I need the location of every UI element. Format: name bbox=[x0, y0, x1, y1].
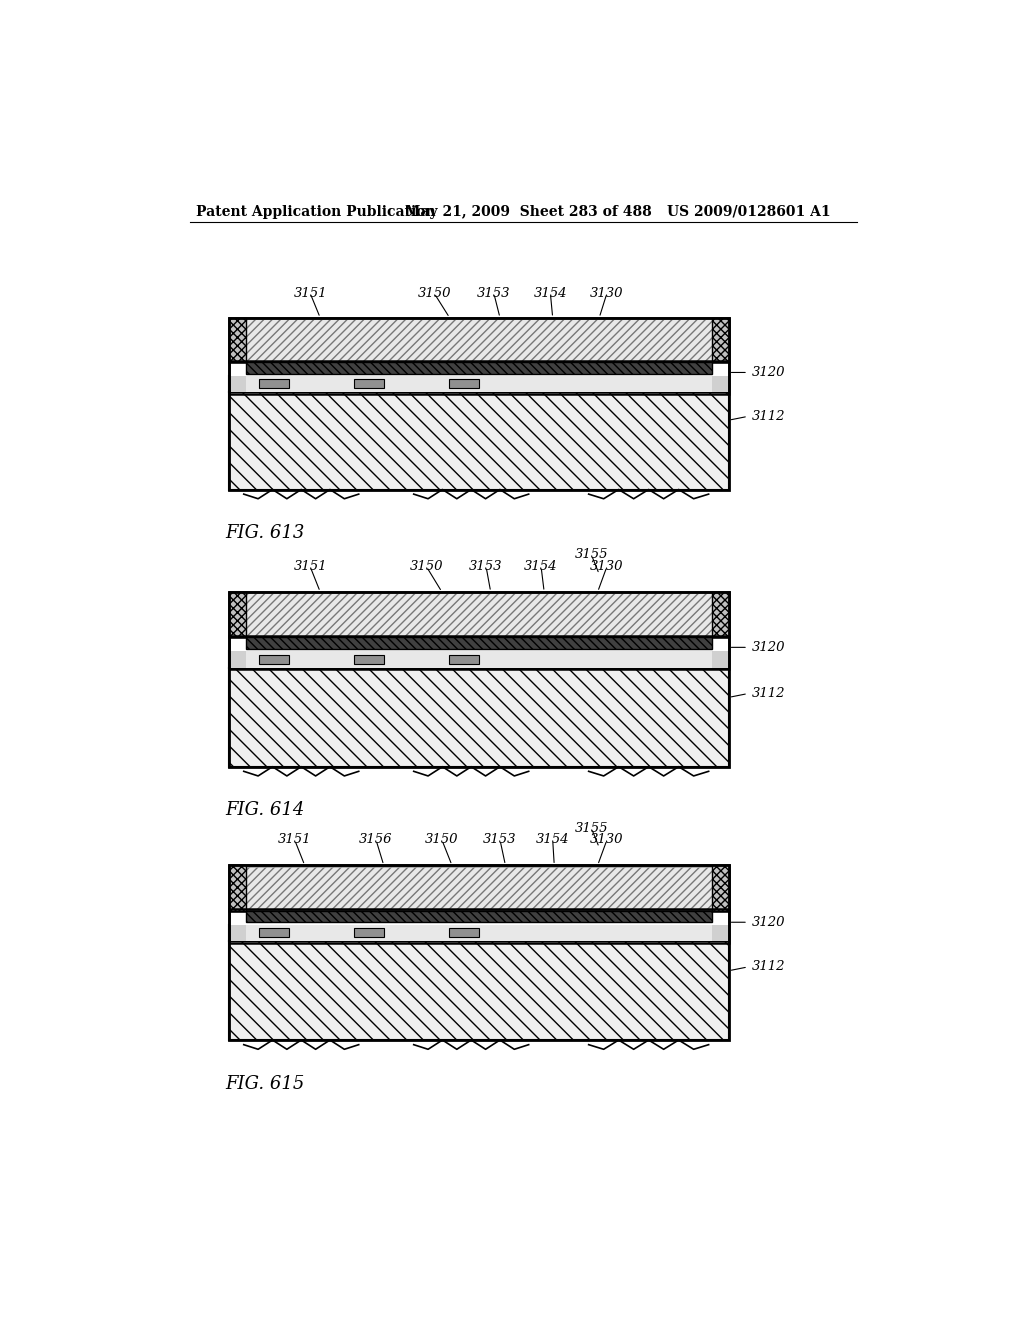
Text: 3156: 3156 bbox=[359, 833, 393, 846]
Bar bbox=[246, 638, 712, 648]
Text: FIG. 615: FIG. 615 bbox=[225, 1074, 304, 1093]
Bar bbox=[712, 866, 729, 911]
Text: 3130: 3130 bbox=[590, 286, 624, 300]
Bar bbox=[228, 651, 246, 668]
Bar bbox=[353, 379, 384, 388]
Bar bbox=[246, 319, 712, 360]
Text: 3155: 3155 bbox=[574, 548, 608, 561]
Bar bbox=[228, 651, 729, 668]
Text: 3120: 3120 bbox=[752, 916, 785, 929]
Text: 3120: 3120 bbox=[752, 366, 785, 379]
Text: 3150: 3150 bbox=[425, 833, 459, 846]
Bar bbox=[712, 376, 729, 392]
Bar bbox=[228, 591, 729, 767]
Text: 3154: 3154 bbox=[524, 560, 558, 573]
Text: 3130: 3130 bbox=[590, 833, 624, 846]
Bar bbox=[353, 655, 384, 664]
Bar bbox=[228, 591, 246, 638]
Text: 3154: 3154 bbox=[534, 286, 567, 300]
Text: 3150: 3150 bbox=[418, 286, 451, 300]
Bar bbox=[228, 376, 729, 392]
Bar bbox=[449, 379, 478, 388]
Bar bbox=[228, 909, 729, 942]
Bar bbox=[228, 318, 729, 363]
Text: FIG. 614: FIG. 614 bbox=[225, 801, 304, 820]
Bar bbox=[228, 866, 729, 911]
Bar bbox=[228, 636, 729, 669]
Bar bbox=[228, 318, 246, 363]
Text: Patent Application Publication: Patent Application Publication bbox=[197, 205, 436, 219]
Bar bbox=[246, 867, 712, 909]
Bar bbox=[712, 318, 729, 363]
Text: 3153: 3153 bbox=[483, 833, 517, 846]
Bar bbox=[712, 925, 729, 941]
Bar bbox=[246, 594, 712, 636]
Text: 3120: 3120 bbox=[752, 640, 785, 653]
Text: 3112: 3112 bbox=[752, 686, 785, 700]
Bar bbox=[259, 379, 289, 388]
Bar bbox=[449, 655, 478, 664]
Bar bbox=[228, 941, 729, 1040]
Bar bbox=[228, 376, 246, 392]
Bar bbox=[228, 925, 729, 941]
Text: May 21, 2009  Sheet 283 of 488: May 21, 2009 Sheet 283 of 488 bbox=[406, 205, 652, 219]
Bar bbox=[228, 651, 729, 668]
Bar bbox=[228, 360, 729, 395]
Text: FIG. 613: FIG. 613 bbox=[225, 524, 304, 543]
Text: 3151: 3151 bbox=[293, 286, 327, 300]
Text: US 2009/0128601 A1: US 2009/0128601 A1 bbox=[667, 205, 830, 219]
Bar bbox=[259, 928, 289, 937]
Bar bbox=[259, 655, 289, 664]
Bar bbox=[228, 925, 729, 941]
Text: 3155: 3155 bbox=[574, 822, 608, 834]
Bar bbox=[228, 392, 729, 490]
Text: 3112: 3112 bbox=[752, 409, 785, 422]
Bar bbox=[353, 928, 384, 937]
Bar bbox=[228, 591, 729, 638]
Bar bbox=[246, 363, 712, 374]
Bar bbox=[246, 911, 712, 923]
Bar bbox=[228, 866, 729, 1040]
Bar bbox=[228, 318, 729, 490]
Text: 3153: 3153 bbox=[477, 286, 511, 300]
Text: 3151: 3151 bbox=[293, 560, 327, 573]
Text: 3150: 3150 bbox=[410, 560, 443, 573]
Bar bbox=[228, 923, 729, 925]
Bar bbox=[228, 648, 729, 651]
Text: 3154: 3154 bbox=[536, 833, 569, 846]
Bar bbox=[228, 374, 729, 376]
Bar bbox=[228, 376, 729, 392]
Bar bbox=[228, 925, 246, 941]
Bar bbox=[228, 668, 729, 767]
Text: 3112: 3112 bbox=[752, 961, 785, 973]
Text: 3130: 3130 bbox=[590, 560, 624, 573]
Bar bbox=[228, 866, 246, 911]
Bar bbox=[449, 928, 478, 937]
Bar bbox=[712, 651, 729, 668]
Bar bbox=[712, 591, 729, 638]
Text: 3153: 3153 bbox=[469, 560, 503, 573]
Text: 3151: 3151 bbox=[278, 833, 311, 846]
